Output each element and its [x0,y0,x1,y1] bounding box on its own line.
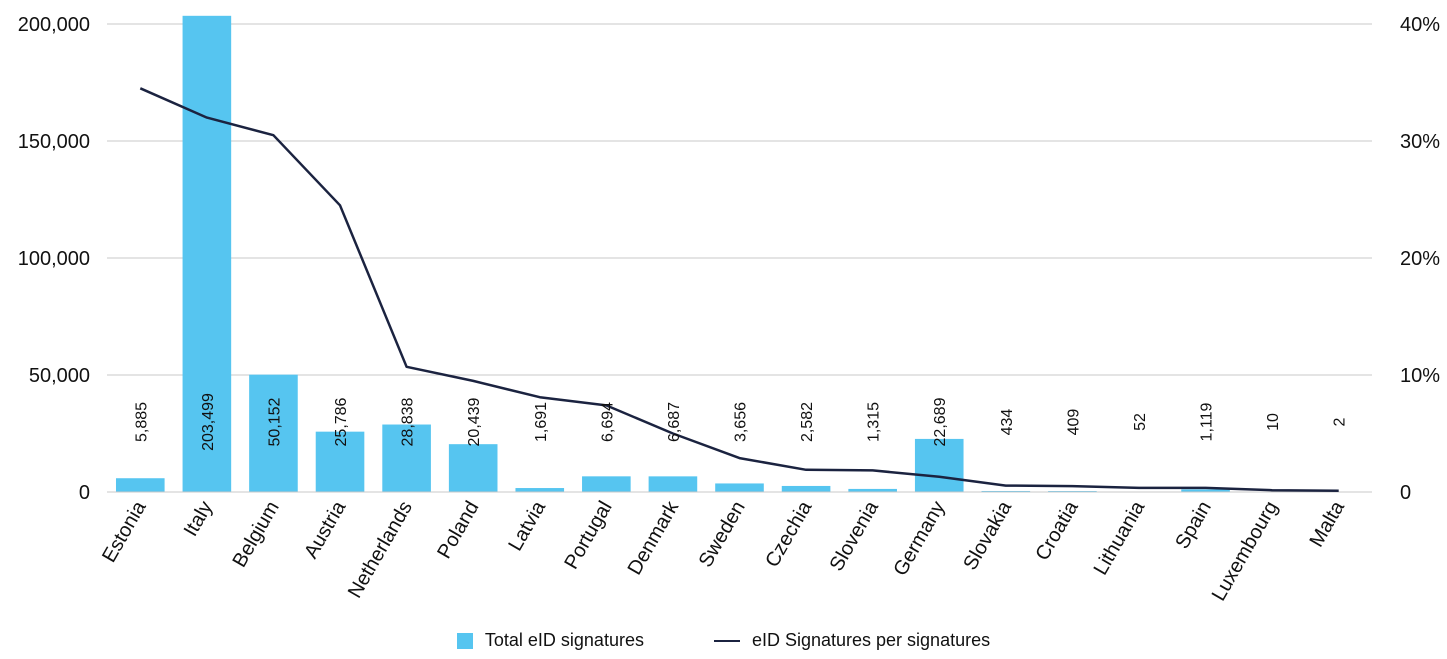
data-label: 1,119 [1199,402,1216,441]
y-right-tick-label: 0 [1400,482,1411,504]
x-tick-label: Spain [1171,498,1216,553]
bar-spain [1181,489,1230,492]
x-tick-label: Slovenia [826,497,884,575]
bar-estonia [115,478,165,492]
x-tick-label: Lithuania [1090,497,1150,579]
data-label: 20,439 [466,397,483,446]
legend-label-bars: Total eID signatures [484,630,644,650]
legend-item-line: eID Signatures per signatures [713,630,991,651]
x-tick-label: Austria [300,497,351,563]
x-tick-label: Belgium [229,498,284,572]
bar-austria [315,431,365,492]
x-tick-label: Croatia [1031,497,1083,565]
data-label: 3,656 [733,402,750,442]
data-label: 2 [1332,417,1349,426]
data-label: 28,838 [400,397,417,446]
bar-denmark [648,476,698,492]
legend-item-bars: Total eID signatures [456,630,644,651]
bar-netherlands [382,424,431,492]
bar-czechia [781,485,831,492]
data-label: 203,499 [200,393,217,451]
bar-sweden [715,483,764,492]
data-label: 6,687 [666,402,683,442]
bar-slovakia [981,490,1031,492]
x-tick-label: Luxembourg [1208,498,1283,605]
y-left-tick-label: 150,000 [18,131,90,153]
data-label: 1,315 [866,402,883,442]
data-label: 409 [1065,409,1082,436]
y-right-tick-label: 40% [1400,14,1440,36]
x-tick-label: Sweden [695,498,750,572]
x-tick-label: Slovakia [959,497,1016,574]
data-label: 2,582 [799,402,816,442]
bar-belgium [249,374,298,492]
x-tick-label: Czechia [761,497,817,571]
legend: Total eID signatures eID Signatures per … [0,630,1447,651]
data-label: 1,691 [533,402,550,442]
y-left-tick-label: 200,000 [18,14,90,36]
x-tick-label: Latvia [504,497,550,555]
x-tick-label: Portugal [560,498,616,574]
data-label: 22,689 [932,397,949,446]
y-right-tick-label: 10% [1400,365,1440,387]
x-tick-label: Estonia [98,497,151,567]
line-series [139,87,1339,493]
x-tick-label: Netherlands [344,497,417,601]
x-tick-label: Denmark [624,497,684,579]
x-tick-label: Italy [180,498,217,541]
y-left-tick-label: 100,000 [18,248,90,270]
data-label: 50,152 [266,397,283,446]
x-tick-label: Germany [889,498,949,580]
data-label: 434 [999,409,1016,436]
gridlines [107,23,1372,376]
bar-slovenia [848,488,897,492]
bar-portugal [582,476,631,492]
x-tick-label: Malta [1306,497,1350,551]
y-right-tick-label: 20% [1400,248,1440,270]
data-label: 52 [1132,413,1149,431]
y-left-tick-label: 0 [79,482,90,504]
y-right-tick-label: 30% [1400,131,1440,153]
data-label: 5,885 [133,402,150,442]
bar-poland [448,444,498,492]
bars [115,15,1364,492]
legend-label-line: eID Signatures per signatures [751,630,991,650]
data-label: 6,694 [599,402,616,442]
bar-latvia [515,488,565,492]
bar-italy [182,15,232,492]
y-left-tick-label: 50,000 [29,365,90,387]
data-label: 25,786 [333,397,350,446]
data-labels: 5,885 203,499 50,152 25,786 28,838 20,439 1,69… [133,393,1348,451]
legend-swatch-line [713,639,740,642]
bar-germany [914,438,964,492]
x-tick-label: Poland [433,498,483,563]
legend-swatch-bars [456,632,473,649]
data-label: 10 [1265,413,1282,431]
